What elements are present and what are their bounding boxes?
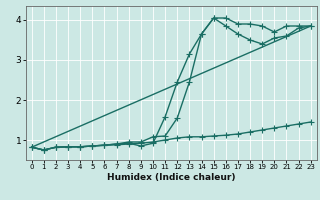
X-axis label: Humidex (Indice chaleur): Humidex (Indice chaleur): [107, 173, 236, 182]
